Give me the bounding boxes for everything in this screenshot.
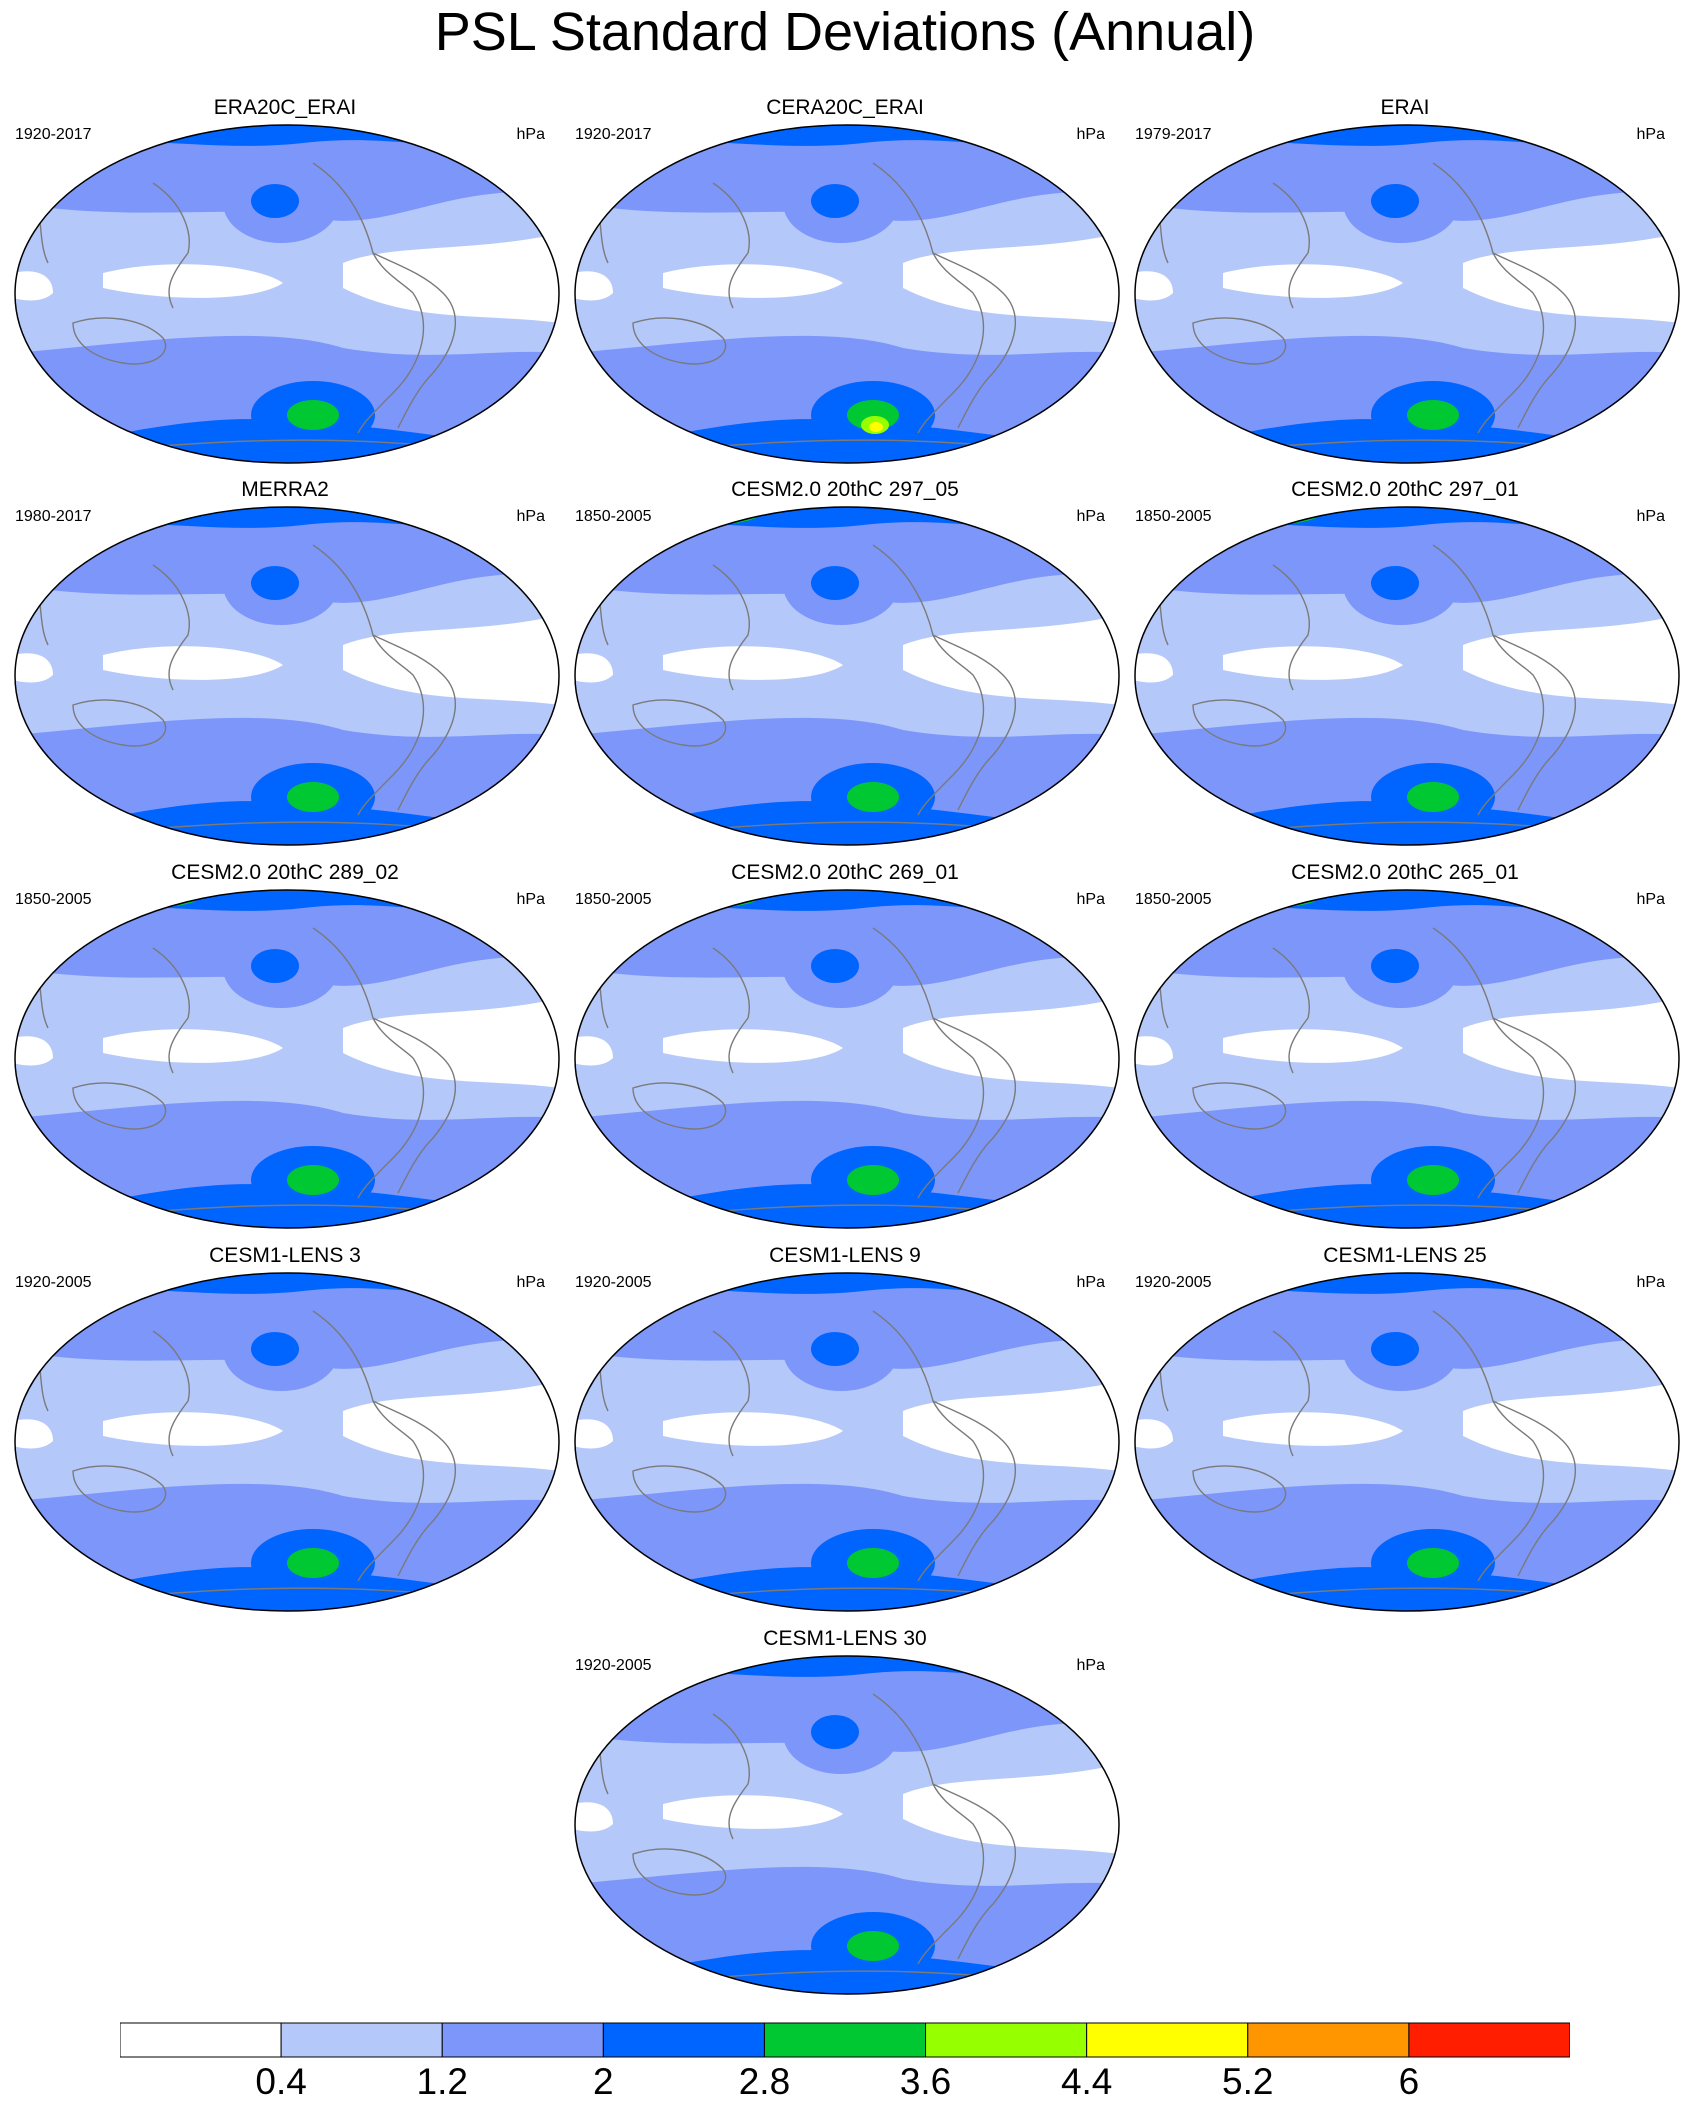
panel-units: hPa	[1636, 1274, 1665, 1291]
panel-title: CESM2.0 20thC 269_01	[731, 861, 959, 884]
panel-title: ERAI	[1380, 96, 1430, 119]
map-panel: CESM1-LENS 30 1920-2005 hPa	[565, 1626, 1125, 2006]
colorbar-swatch	[763, 2022, 927, 2058]
panel-units: hPa	[1076, 1274, 1105, 1291]
map-panel: ERA20C_ERAI 1920-2017 hPa	[5, 95, 565, 475]
panel-units: hPa	[1636, 508, 1665, 525]
panel-period: 1850-2005	[15, 891, 92, 908]
map-panel: CESM1-LENS 3 1920-2005 hPa	[5, 1243, 565, 1623]
colorbar-swatch	[1247, 2022, 1410, 2058]
colorbar-tick-label: 2	[593, 2061, 614, 2102]
panel-period: 1979-2017	[1135, 126, 1212, 143]
panel-title: CESM1-LENS 3	[209, 1244, 361, 1267]
panel-period: 1850-2005	[575, 508, 652, 525]
colorbar-swatch	[120, 2022, 282, 2058]
panel-units: hPa	[516, 508, 545, 525]
psl-map	[1134, 124, 1680, 464]
psl-map	[574, 1655, 1120, 1995]
panel-units: hPa	[516, 126, 545, 143]
psl-map	[1134, 889, 1680, 1229]
psl-map	[1134, 506, 1680, 846]
psl-map	[14, 506, 560, 846]
panel-period: 1850-2005	[1135, 891, 1212, 908]
colorbar-tick-label: 6	[1398, 2061, 1420, 2102]
psl-map	[574, 124, 1120, 464]
panel-units: hPa	[1076, 1657, 1105, 1674]
colorbar-swatch	[925, 2022, 1088, 2058]
colorbar-swatch	[280, 2022, 443, 2058]
colorbar	[120, 2022, 1570, 2058]
colorbar-swatch	[602, 2022, 765, 2058]
colorbar-tick-label: 3.6	[899, 2061, 952, 2102]
panel-period: 1920-2017	[15, 126, 92, 143]
map-panel: CESM2.0 20thC 297_01 1850-2005 hPa	[1125, 477, 1685, 857]
panel-units: hPa	[1636, 126, 1665, 143]
psl-map	[14, 1272, 560, 1612]
panel-units: hPa	[516, 1274, 545, 1291]
colorbar-tick-label: 1.2	[416, 2061, 468, 2102]
panel-title: CESM2.0 20thC 265_01	[1291, 861, 1519, 884]
panel-title: ERA20C_ERAI	[213, 96, 357, 119]
map-panel: MERRA2 1980-2017 hPa	[5, 477, 565, 857]
psl-map	[574, 506, 1120, 846]
colorbar-swatch	[1408, 2022, 1570, 2058]
panel-period: 1920-2005	[1135, 1274, 1212, 1291]
panel-units: hPa	[1076, 126, 1105, 143]
colorbar-tick-label: 2.8	[738, 2061, 791, 2102]
colorbar-tick-label: 4.4	[1060, 2061, 1113, 2102]
panel-units: hPa	[1076, 891, 1105, 908]
psl-map	[1134, 1272, 1680, 1612]
figure-title: PSL Standard Deviations (Annual)	[434, 2, 1256, 62]
panel-title: CESM1-LENS 30	[763, 1627, 927, 1650]
map-panel: CESM2.0 20thC 297_05 1850-2005 hPa	[565, 477, 1125, 857]
map-panel: CESM1-LENS 9 1920-2005 hPa	[565, 1243, 1125, 1623]
colorbar-swatch	[1086, 2022, 1249, 2058]
panel-title: MERRA2	[241, 478, 329, 501]
psl-map	[574, 1272, 1120, 1612]
panel-units: hPa	[516, 891, 545, 908]
panel-units: hPa	[1076, 508, 1105, 525]
map-panel: CESM2.0 20thC 265_01 1850-2005 hPa	[1125, 860, 1685, 1240]
panel-period: 1920-2005	[15, 1274, 92, 1291]
psl-map	[574, 889, 1120, 1229]
map-panel: ERAI 1979-2017 hPa	[1125, 95, 1685, 475]
panel-period: 1920-2005	[575, 1657, 652, 1674]
panel-period: 1920-2005	[575, 1274, 652, 1291]
panel-title: CESM1-LENS 9	[769, 1244, 921, 1267]
panel-period: 1980-2017	[15, 508, 92, 525]
colorbar-swatch	[441, 2022, 604, 2058]
psl-map	[14, 124, 560, 464]
map-panel: CESM2.0 20thC 269_01 1850-2005 hPa	[565, 860, 1125, 1240]
panel-title: CESM2.0 20thC 297_01	[1291, 478, 1519, 501]
map-panel: CERA20C_ERAI 1920-2017 hPa	[565, 95, 1125, 475]
panel-title: CESM2.0 20thC 289_02	[171, 861, 399, 884]
panel-units: hPa	[1636, 891, 1665, 908]
panel-period: 1850-2005	[575, 891, 652, 908]
panel-title: CERA20C_ERAI	[766, 96, 924, 119]
colorbar-tick-label: 0.4	[255, 2061, 307, 2102]
map-panel: CESM1-LENS 25 1920-2005 hPa	[1125, 1243, 1685, 1623]
panel-period: 1850-2005	[1135, 508, 1212, 525]
map-panel: CESM2.0 20thC 289_02 1850-2005 hPa	[5, 860, 565, 1240]
panel-title: CESM2.0 20thC 297_05	[731, 478, 959, 501]
colorbar-tick-label: 5.2	[1222, 2061, 1274, 2102]
panel-period: 1920-2017	[575, 126, 652, 143]
panel-title: CESM1-LENS 25	[1323, 1244, 1487, 1267]
psl-map	[14, 889, 560, 1229]
